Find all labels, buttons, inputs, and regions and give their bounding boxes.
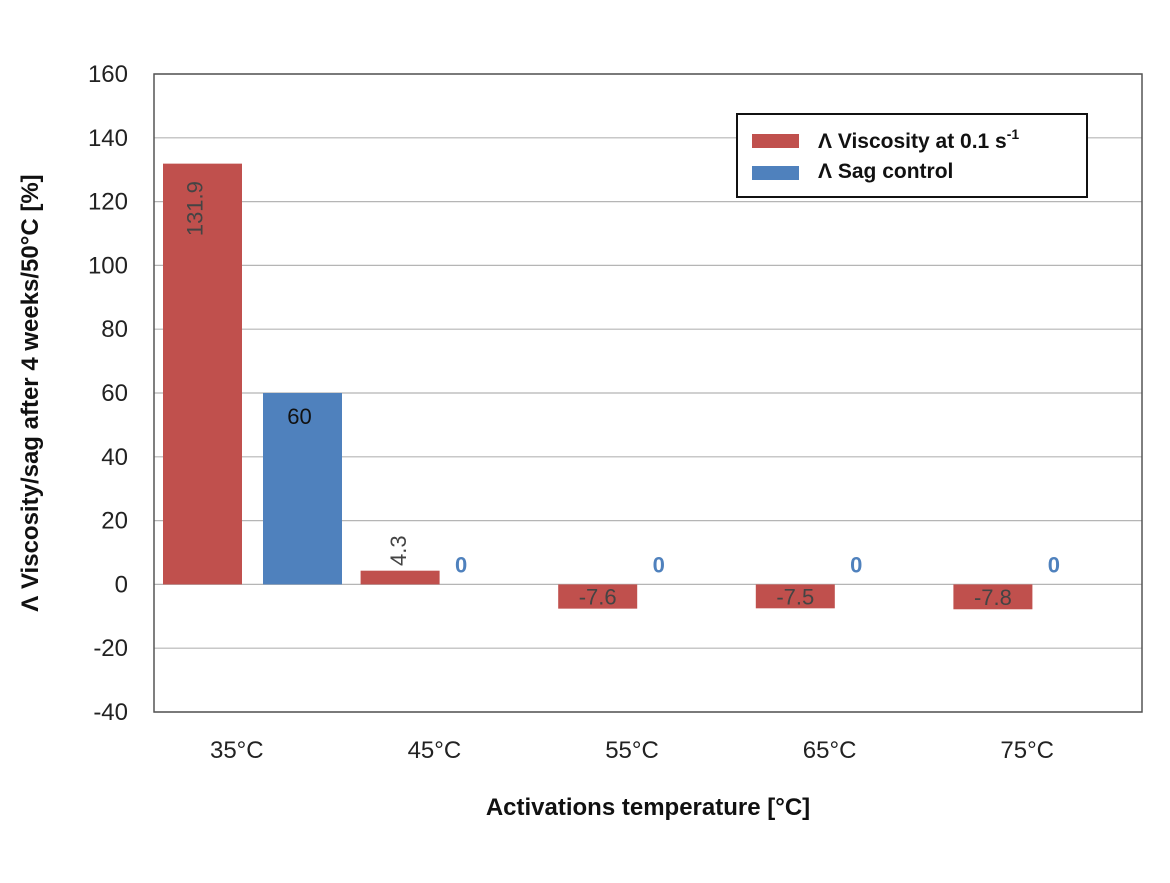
- data-label-viscosity: -7.6: [579, 585, 617, 610]
- legend-label-sag-control: Λ Sag control: [818, 160, 953, 183]
- bar-viscosity: [755, 584, 835, 609]
- data-label-sag-control: 60: [287, 404, 311, 429]
- bar-viscosity: [558, 584, 638, 609]
- bars: [163, 163, 1033, 610]
- data-label-sag-control: 0: [653, 552, 665, 577]
- y-tick-label: 60: [101, 380, 128, 407]
- plot-frame: [153, 73, 1143, 713]
- x-axis-ticks: 35°C 45°C 55°C 65°C 75°C: [210, 737, 1054, 764]
- legend-label-viscosity: Λ Viscosity at 0.1 s-1: [818, 126, 1019, 153]
- x-tick-label: 75°C: [1000, 737, 1054, 764]
- x-tick-label: 65°C: [803, 737, 857, 764]
- legend-swatch-viscosity: [752, 134, 799, 148]
- x-axis-title: Activations temperature [°C]: [486, 794, 810, 821]
- data-label-sag-control: 0: [455, 552, 467, 577]
- bar-viscosity: [953, 584, 1033, 610]
- x-tick-label: 45°C: [408, 737, 462, 764]
- data-label-sag-control: 0: [1048, 552, 1060, 577]
- legend: Λ Viscosity at 0.1 s-1 Λ Sag control: [736, 113, 1088, 198]
- data-label-viscosity: 4.3: [386, 535, 411, 566]
- legend-swatch-sag-control: [752, 166, 799, 180]
- bar-sag-control: [263, 393, 342, 585]
- y-tick-label: -40: [93, 699, 128, 726]
- y-tick-label: 20: [101, 508, 128, 535]
- bar-viscosity: [163, 163, 242, 585]
- data-label-viscosity: -7.8: [974, 585, 1012, 610]
- y-tick-label: 120: [88, 189, 128, 216]
- y-axis-ticks: 160 140 120 100 80 60 40 20 0 -20 -40: [88, 61, 128, 726]
- data-labels: 131.9 60 4.3 0 -7.6 0 -7.5 0 -7.8 0: [182, 181, 1060, 610]
- y-tick-label: 140: [88, 125, 128, 152]
- y-tick-label: 0: [115, 571, 128, 598]
- y-tick-label: 160: [88, 61, 128, 88]
- data-label-sag-control: 0: [850, 552, 862, 577]
- x-tick-label: 35°C: [210, 737, 264, 764]
- legend-box: [736, 113, 1088, 198]
- bar-viscosity: [360, 570, 440, 585]
- y-tick-label: 100: [88, 252, 128, 279]
- x-tick-label: 55°C: [605, 737, 659, 764]
- y-tick-label: -20: [93, 635, 128, 662]
- y-tick-label: 80: [101, 316, 128, 343]
- data-label-viscosity: 131.9: [182, 181, 207, 236]
- y-tick-label: 40: [101, 444, 128, 471]
- data-label-viscosity: -7.5: [776, 584, 814, 609]
- y-axis-title: Λ Viscosity/sag after 4 weeks/50°C [%]: [17, 174, 44, 611]
